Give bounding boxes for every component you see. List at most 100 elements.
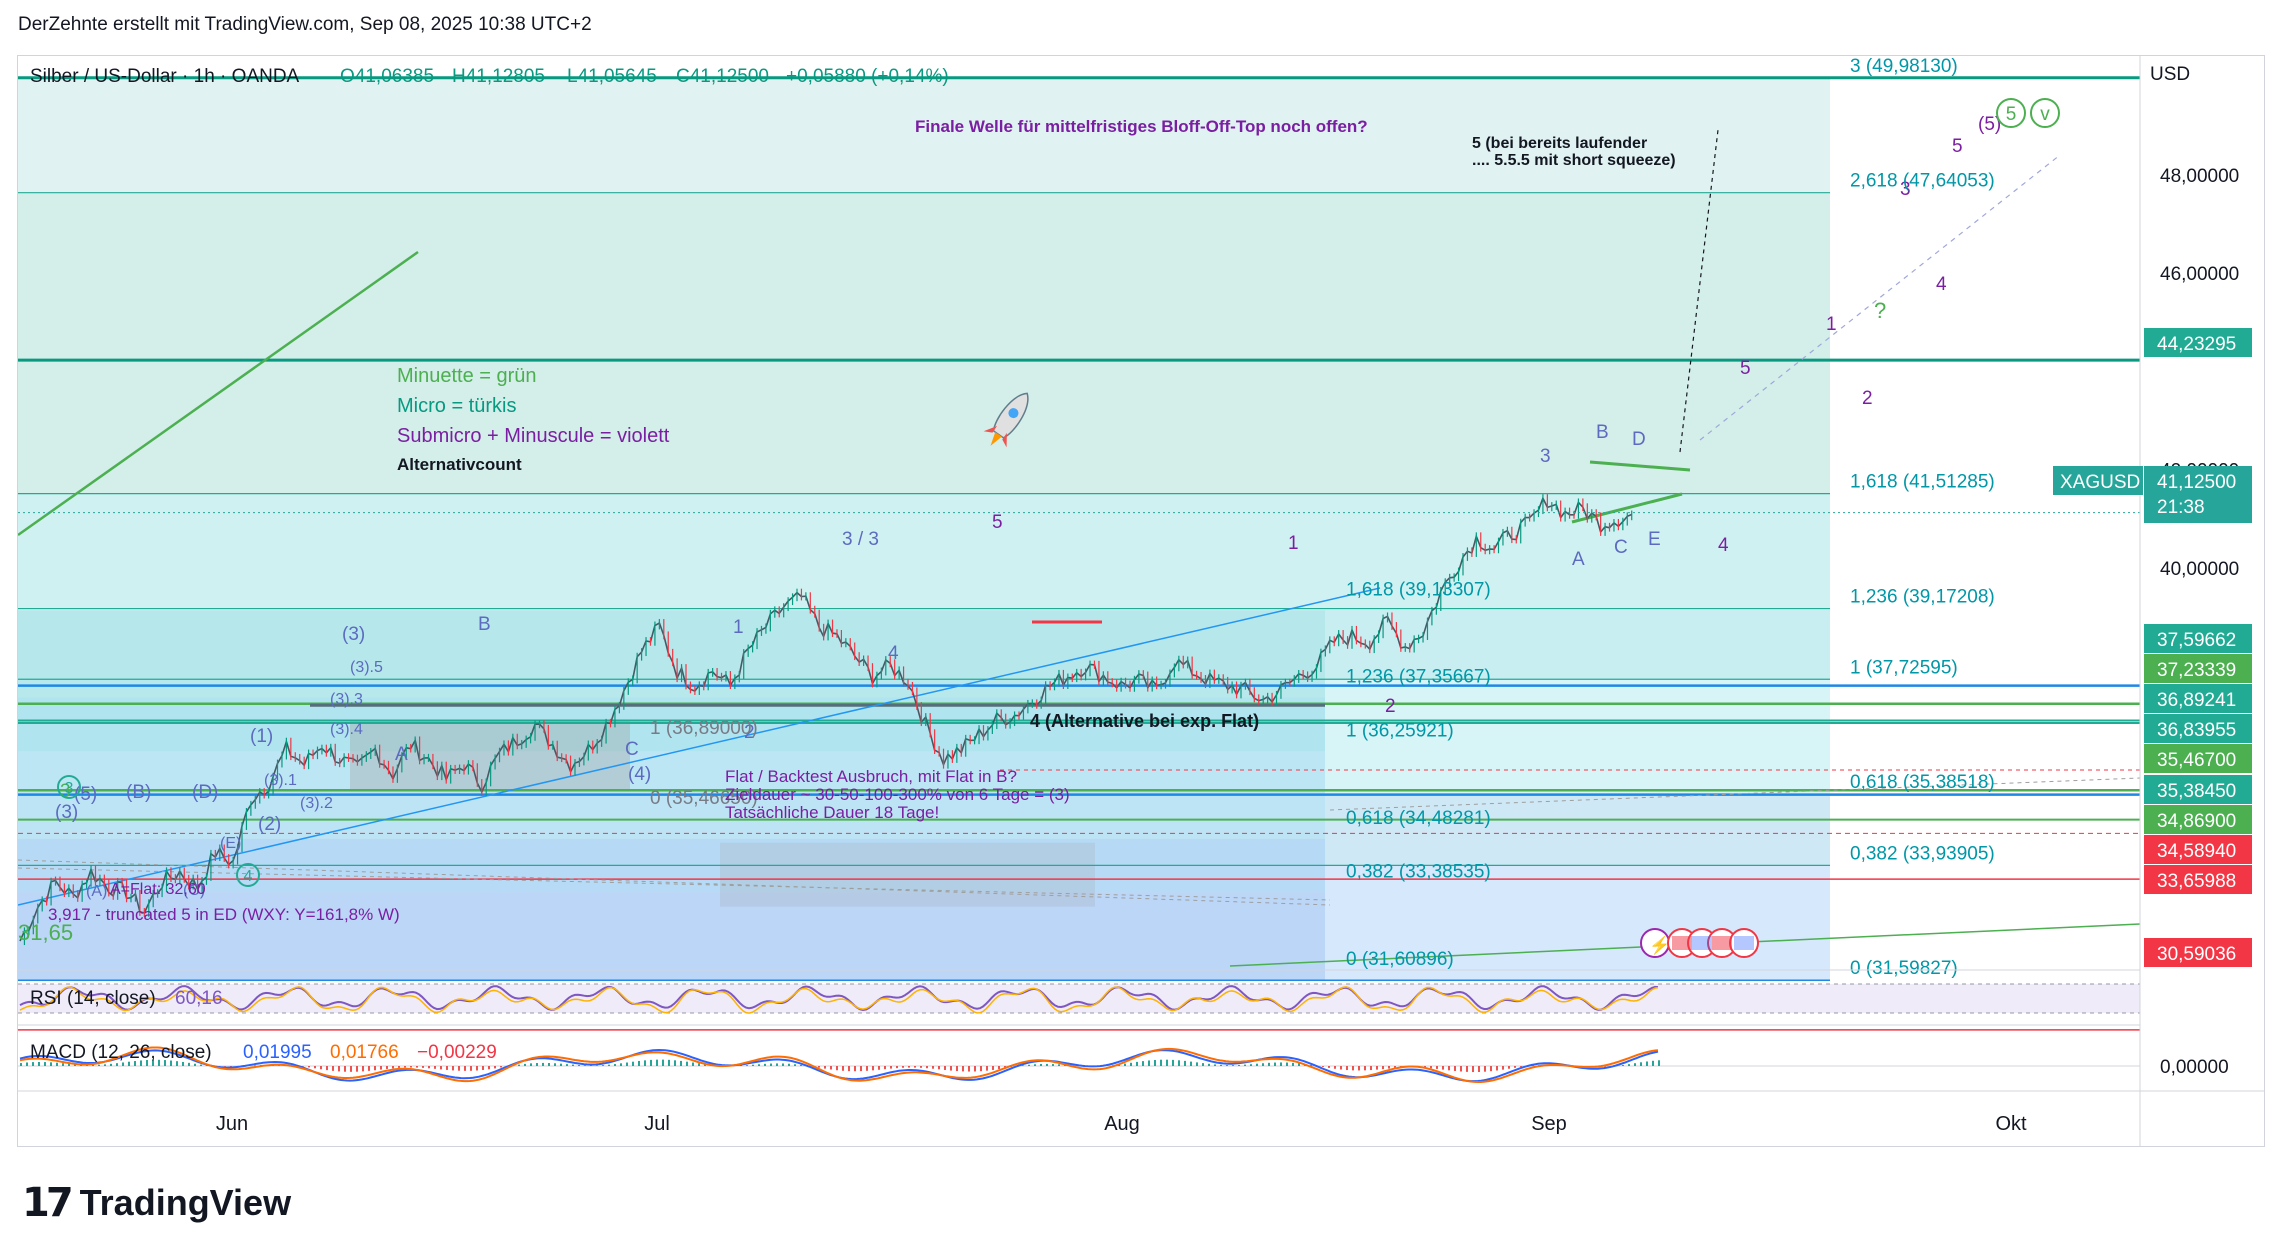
- macd-bar: [944, 1066, 946, 1070]
- price-axis-tag: [2144, 714, 2252, 743]
- wave-label: A: [395, 744, 408, 765]
- macd-bar: [494, 1066, 496, 1069]
- macd-bar: [1298, 1063, 1300, 1066]
- symbol-tag-label: XAGUSD: [2060, 472, 2140, 493]
- price-tick: 46,00000: [2160, 264, 2239, 285]
- macd-bar: [542, 1062, 544, 1066]
- wave-label: E: [1648, 529, 1661, 550]
- macd-bar: [464, 1066, 466, 1071]
- macd-bar: [1286, 1062, 1288, 1066]
- wave-label: B: [478, 614, 491, 635]
- macd-bar: [1250, 1064, 1252, 1066]
- currency-selector[interactable]: USD: [2150, 64, 2191, 85]
- macd-bar: [1472, 1066, 1474, 1073]
- macd-bar: [764, 1063, 766, 1066]
- chart-note-legend_alt: Alternativcount: [397, 455, 522, 474]
- price-axis-tag: [2144, 775, 2252, 804]
- macd-bar: [1460, 1066, 1462, 1072]
- macd-bar: [350, 1066, 352, 1072]
- wave-label: (E): [220, 835, 241, 852]
- macd-bar: [434, 1066, 436, 1069]
- macd-bar: [1148, 1060, 1150, 1066]
- time-tick: Okt: [1995, 1113, 2027, 1135]
- wave-label: 1: [1288, 533, 1299, 554]
- wave-label: (A): [86, 883, 107, 900]
- macd-bar: [980, 1066, 982, 1072]
- macd-bar: [524, 1063, 526, 1066]
- macd-bar: [1388, 1066, 1390, 1069]
- macd-bar: [1022, 1065, 1024, 1066]
- price-axis-tag-label: 37,23339: [2157, 660, 2236, 681]
- macd-bar: [1490, 1066, 1492, 1072]
- macd-pane[interactable]: MACD (12, 26, close) 0,01995 0,01766 −0,…: [18, 1042, 2140, 1083]
- wave-label: (B): [126, 782, 151, 803]
- chart-note-legend_submicro: Submicro + Minuscule = violett: [397, 425, 670, 447]
- macd-bar: [392, 1066, 394, 1069]
- wave-label: 5: [1952, 136, 1963, 157]
- symbol-tag: [2053, 466, 2143, 495]
- macd-bar: [566, 1064, 568, 1066]
- chart-note-title_note: Finale Welle für mittelfristiges Bloff-O…: [915, 117, 1368, 136]
- minuette-trendline: [18, 250, 419, 537]
- wave-label: (2): [258, 814, 281, 835]
- rsi-pane[interactable]: RSI (14, close) 60,16: [18, 983, 2140, 1014]
- tradingview-logo[interactable]: 17 TradingView: [22, 1180, 291, 1226]
- macd-bar: [884, 1066, 886, 1070]
- macd-bar: [1190, 1061, 1192, 1066]
- price-axis-tag-label: 34,58940: [2157, 841, 2236, 862]
- macd-bar: [1172, 1059, 1174, 1066]
- wave-label: (4): [628, 764, 651, 785]
- macd-bar: [1214, 1064, 1216, 1066]
- macd-bar: [932, 1066, 934, 1069]
- macd-bar: [110, 1063, 112, 1066]
- wave-label: 4: [1718, 535, 1729, 556]
- price-axis-tag-label: 35,46700: [2157, 750, 2236, 771]
- macd-bar: [140, 1060, 142, 1066]
- macd-bar: [962, 1066, 964, 1072]
- triangle-line: [1589, 460, 1691, 472]
- economic-events[interactable]: ⚡: [1640, 928, 1759, 958]
- legend-low: L41,05645: [567, 66, 657, 87]
- time-tick: Aug: [1104, 1113, 1140, 1135]
- price-axis-tag-label: 30,59036: [2157, 944, 2236, 965]
- macd-bar: [116, 1063, 118, 1066]
- macd-bar: [1196, 1062, 1198, 1066]
- chart-frame[interactable]: [17, 55, 2265, 1147]
- macd-bar: [740, 1065, 742, 1066]
- chart-note-squeeze_note_1: 5 (bei bereits laufender: [1472, 135, 1647, 152]
- macd-bar: [638, 1060, 640, 1066]
- fib-level-label: 0 (31,59827): [1850, 958, 1958, 979]
- macd-bar: [896, 1066, 898, 1069]
- macd-bar: [104, 1064, 106, 1066]
- wave-label: 3: [1540, 446, 1551, 467]
- macd-bar: [674, 1060, 676, 1066]
- macd-bar: [320, 1066, 322, 1070]
- macd-bar: [692, 1062, 694, 1066]
- macd-bar: [404, 1066, 406, 1068]
- macd-bar: [1442, 1066, 1444, 1070]
- price-axis-tag: [2144, 805, 2252, 834]
- macd-bar: [1622, 1065, 1624, 1066]
- macd-bar: [176, 1061, 178, 1066]
- price-axis-tag-label: 37,59662: [2157, 630, 2236, 651]
- macd-bar: [1496, 1066, 1498, 1071]
- macd-bar: [1508, 1066, 1510, 1069]
- macd-bar: [704, 1064, 706, 1066]
- fib-level-label: 0,382 (33,93905): [1850, 843, 1995, 864]
- macd-bar: [374, 1066, 376, 1071]
- macd-bar: [1052, 1064, 1054, 1066]
- horizontal-lines: [18, 76, 2140, 1031]
- macd-bar: [428, 1066, 430, 1069]
- fib-level-label: 2,618 (47,64053): [1850, 171, 1995, 192]
- macd-bar: [968, 1066, 970, 1072]
- macd-bar: [1466, 1066, 1468, 1072]
- macd-bar: [842, 1066, 844, 1071]
- wave-label: 2: [1862, 388, 1873, 409]
- wave-label: 2: [1385, 696, 1396, 717]
- fib-level-label: 3 (49,98130): [1850, 56, 1958, 77]
- tradingview-wordmark: TradingView: [79, 1182, 292, 1223]
- tradingview-logo-icon: 17: [22, 1180, 74, 1226]
- time-axis[interactable]: Jun Jul Aug Sep Okt: [216, 1113, 2027, 1135]
- wave-label: (3): [55, 802, 78, 823]
